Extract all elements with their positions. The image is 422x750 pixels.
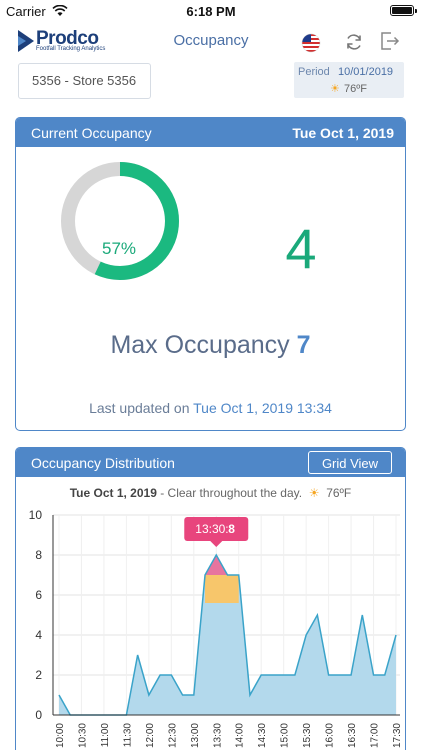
x-tick-label: 10:30 — [77, 723, 88, 748]
period-selector[interactable]: Period 10/01/2019 ☀ 76ºF — [294, 62, 404, 98]
x-tick-label: 10:00 — [55, 723, 66, 748]
x-tick-label: 15:00 — [280, 723, 291, 748]
x-tick-label: 17:00 — [370, 723, 381, 748]
x-tick-label: 16:30 — [347, 723, 358, 748]
last-updated: Last updated on Tue Oct 1, 2019 13:34 — [16, 400, 405, 416]
x-tick-label: 12:30 — [167, 723, 178, 748]
occupancy-distribution-card: Occupancy Distribution Grid View Tue Oct… — [15, 447, 406, 750]
distribution-temperature: 76ºF — [326, 486, 352, 500]
card-date: Tue Oct 1, 2019 — [292, 125, 394, 141]
wifi-icon — [52, 5, 68, 16]
tooltip-box — [184, 517, 249, 541]
sun-icon: ☀ — [308, 486, 320, 500]
refresh-icon[interactable] — [344, 32, 364, 52]
distribution-date: Tue Oct 1, 2019 — [69, 486, 157, 500]
updated-date: Tue Oct 1, 2019 13:34 — [193, 400, 332, 416]
carrier-label: Carrier — [6, 4, 46, 19]
max-occupancy: Max Occupancy 7 — [16, 331, 405, 360]
status-bar: Carrier 6:18 PM — [0, 0, 422, 22]
x-tick-label: 15:30 — [302, 723, 313, 748]
card-header: Current Occupancy Tue Oct 1, 2019 — [16, 118, 405, 147]
y-tick-label: 8 — [35, 548, 42, 562]
tooltip-pointer — [210, 541, 223, 547]
logo-arrow-icon — [18, 30, 34, 52]
clock: 6:18 PM — [186, 4, 236, 19]
x-tick-label: 11:30 — [122, 723, 133, 748]
weather-condition: - Clear throughout the day. — [160, 486, 303, 500]
x-tick-label: 11:00 — [100, 723, 111, 748]
card-header: Occupancy Distribution Grid View — [16, 448, 405, 477]
grid-view-button[interactable]: Grid View — [308, 451, 392, 474]
mid-band — [205, 575, 239, 603]
tooltip-time: 13:30: — [195, 522, 228, 536]
current-occupancy-card: Current Occupancy Tue Oct 1, 2019 57% 4 … — [15, 117, 406, 431]
updated-prefix: Last updated on — [89, 400, 190, 416]
card-title: Occupancy Distribution — [31, 455, 175, 471]
x-tick-label: 12:00 — [145, 723, 156, 748]
y-tick-label: 2 — [35, 668, 42, 682]
x-tick-label: 17:30 — [392, 723, 403, 748]
x-tick-label: 16:00 — [325, 723, 336, 748]
occupancy-donut — [61, 162, 179, 280]
y-tick-label: 4 — [35, 628, 42, 642]
x-tick-label: 14:30 — [257, 723, 268, 748]
max-occupancy-value: 7 — [296, 331, 311, 359]
page-title: Occupancy — [173, 32, 249, 49]
us-flag-icon[interactable] — [301, 33, 321, 53]
x-tick-label: 13:00 — [190, 723, 201, 748]
y-tick-label: 6 — [35, 588, 42, 602]
occupancy-area-chart[interactable]: 0 2 4 6 8 10 10:00 10:30 11:00 11:30 12:00 12:30 13:… — [16, 505, 405, 750]
logout-icon[interactable] — [379, 30, 401, 52]
store-select[interactable]: 5356 - Store 5356 — [18, 63, 151, 99]
current-count: 4 — [285, 217, 317, 280]
card-title: Current Occupancy — [31, 125, 152, 141]
donut-fill — [61, 162, 179, 280]
tooltip-value: 8 — [228, 522, 235, 536]
max-occupancy-label: Max Occupancy — [110, 331, 290, 359]
occupancy-percent: 57% — [101, 239, 137, 258]
x-tick-label: 14:00 — [235, 723, 246, 748]
period-date: 10/01/2019 — [338, 66, 394, 78]
battery-icon — [390, 5, 417, 16]
distribution-subtitle: Tue Oct 1, 2019 - Clear throughout the d… — [16, 486, 405, 500]
y-tick-label: 0 — [35, 708, 42, 722]
prodco-logo[interactable]: Prodco Footfall Tracking Analytics — [18, 28, 108, 54]
period-label: Period — [298, 66, 330, 78]
x-tick-label: 13:30 — [212, 723, 223, 748]
period-temperature: 76ºF — [344, 83, 367, 95]
logo-name: Prodco — [36, 28, 99, 49]
sun-icon: ☀ — [330, 83, 340, 95]
y-tick-label: 10 — [29, 508, 43, 522]
logo-tagline: Footfall Tracking Analytics — [36, 46, 106, 52]
nav-bar: Prodco Footfall Tracking Analytics Occup… — [0, 22, 422, 60]
